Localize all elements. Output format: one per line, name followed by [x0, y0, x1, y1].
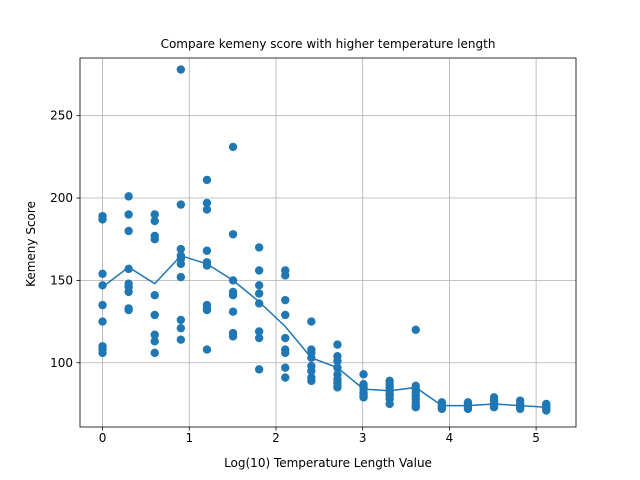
data-point	[98, 317, 107, 326]
data-point	[98, 215, 107, 224]
data-point	[228, 291, 238, 300]
data-point	[281, 348, 290, 358]
x-tick-label: 0	[99, 431, 107, 445]
data-point	[202, 175, 212, 185]
data-point	[228, 142, 238, 152]
data-point	[176, 335, 186, 344]
y-tick-label: 250	[50, 109, 73, 123]
data-point	[385, 399, 394, 409]
data-point	[150, 330, 159, 339]
data-point	[307, 353, 316, 363]
data-point	[176, 259, 186, 269]
x-tick-label: 4	[446, 431, 454, 445]
data-point	[307, 366, 316, 376]
data-point	[359, 370, 368, 379]
data-point	[150, 337, 159, 346]
data-point	[98, 269, 107, 278]
data-point	[359, 393, 368, 402]
data-point	[515, 404, 525, 414]
data-point	[98, 281, 107, 290]
x-tick-label: 3	[359, 431, 367, 445]
data-point	[254, 299, 264, 308]
chart-title: Compare kemeny score with higher tempera…	[161, 37, 496, 51]
data-point	[542, 406, 551, 415]
y-ticks: 100 150 200 250	[50, 109, 80, 370]
x-ticks: 0 1 2 3 4 5	[99, 427, 540, 445]
data-point	[254, 327, 264, 336]
y-axis-label: Kemeny Score	[24, 201, 38, 287]
scatter-points	[98, 65, 551, 415]
data-point	[411, 403, 420, 412]
data-point	[124, 226, 133, 236]
data-point	[202, 198, 212, 208]
x-tick-label: 1	[185, 431, 193, 445]
x-tick-label: 5	[532, 431, 540, 445]
data-point	[176, 323, 186, 333]
data-point	[307, 317, 316, 326]
data-point	[281, 373, 290, 382]
data-point	[281, 295, 290, 305]
data-point	[176, 315, 186, 325]
grid	[80, 58, 576, 427]
data-point	[202, 205, 212, 214]
data-point	[254, 243, 264, 252]
data-point	[124, 210, 133, 219]
data-point	[333, 340, 342, 349]
data-point	[150, 235, 159, 244]
data-point	[228, 332, 238, 341]
data-point	[228, 230, 238, 239]
data-point	[254, 281, 264, 290]
data-point	[254, 365, 264, 374]
mean-line	[102, 254, 547, 408]
data-point	[281, 333, 290, 343]
data-point	[333, 383, 342, 392]
y-tick-label: 150	[50, 273, 73, 287]
data-point	[98, 348, 107, 358]
data-point	[124, 305, 133, 315]
data-point	[463, 404, 473, 414]
data-point	[124, 287, 133, 297]
data-point	[281, 363, 290, 372]
data-point	[228, 276, 238, 285]
data-point	[437, 404, 447, 414]
data-point	[254, 266, 264, 275]
data-point	[254, 289, 264, 298]
data-point	[176, 65, 186, 74]
x-tick-label: 2	[272, 431, 280, 445]
data-point	[307, 376, 316, 386]
data-point	[124, 192, 133, 201]
mean-line-group	[102, 254, 547, 408]
data-point	[176, 244, 186, 254]
data-point	[202, 345, 212, 354]
data-point	[150, 291, 159, 300]
y-tick-label: 100	[50, 356, 73, 370]
data-point	[281, 271, 290, 280]
data-point	[150, 216, 159, 226]
data-point	[124, 264, 133, 274]
data-point	[98, 300, 107, 310]
data-point	[150, 310, 159, 320]
y-tick-label: 200	[50, 191, 73, 205]
data-point	[176, 272, 186, 282]
data-point	[228, 307, 238, 316]
data-point	[150, 348, 159, 358]
data-point	[202, 305, 212, 315]
data-point	[333, 356, 342, 366]
data-point	[254, 333, 264, 343]
x-axis-label: Log(10) Temperature Length Value	[224, 456, 432, 470]
data-point	[176, 200, 186, 209]
plot-frame	[79, 57, 577, 428]
data-point	[333, 363, 342, 372]
data-point	[202, 246, 212, 255]
data-point	[202, 261, 212, 270]
data-point	[150, 210, 159, 219]
data-point	[411, 325, 420, 335]
data-point	[489, 403, 499, 412]
data-point	[281, 310, 290, 320]
